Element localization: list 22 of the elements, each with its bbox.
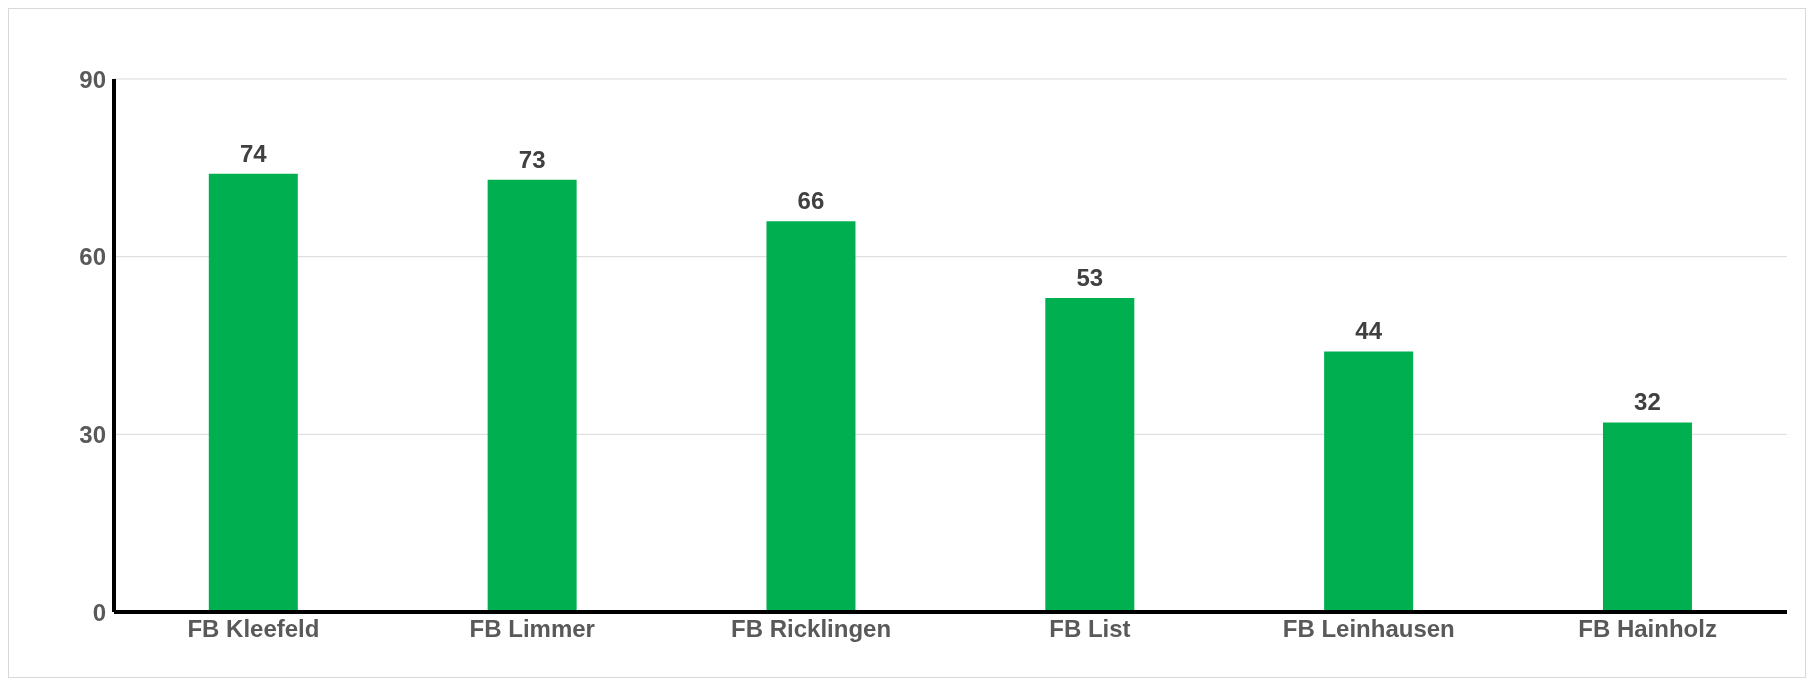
bar [766, 221, 856, 612]
x-tick-label: FB Ricklingen [731, 615, 892, 643]
y-tick-label: 0 [92, 598, 106, 626]
data-label: 74 [239, 139, 268, 167]
x-tick-label: FB Limmer [469, 615, 595, 643]
y-tick-label: 60 [79, 243, 106, 271]
x-tick-label: FB Kleefeld [187, 615, 320, 643]
bar [1602, 422, 1692, 612]
data-label: 73 [518, 145, 546, 173]
y-tick-label: 30 [79, 420, 106, 448]
data-label: 53 [1076, 264, 1104, 292]
x-tick-label: FB Hainholz [1578, 615, 1717, 643]
bar [1324, 351, 1414, 612]
data-label: 32 [1634, 388, 1661, 416]
bar [487, 179, 577, 612]
x-tick-label: FB Leinhausen [1282, 615, 1455, 643]
y-tick-label: 90 [79, 65, 106, 93]
x-tick-label: FB List [1049, 615, 1131, 643]
data-label: 66 [797, 187, 825, 215]
bar [1045, 298, 1135, 612]
bar [208, 173, 298, 612]
data-label: 44 [1355, 317, 1383, 345]
